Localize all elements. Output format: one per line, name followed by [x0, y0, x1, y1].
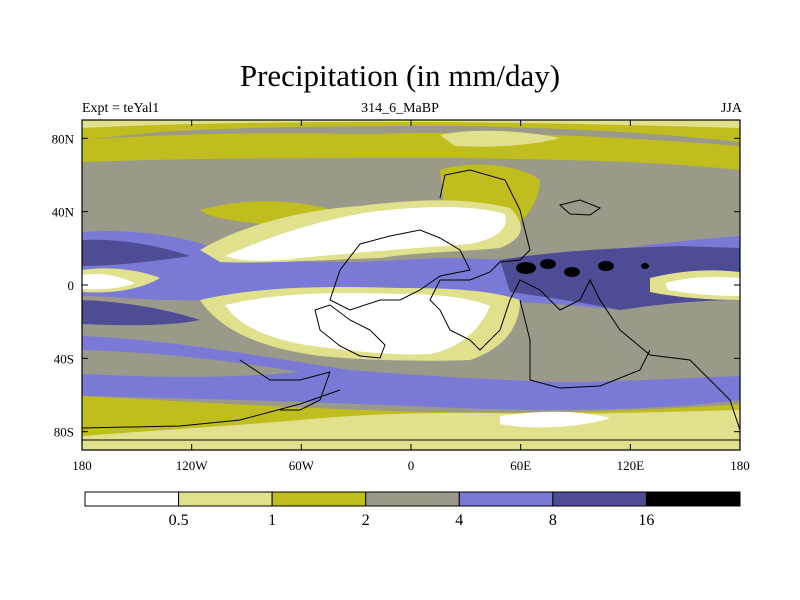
colorbar-label: 0.5	[169, 512, 189, 529]
colorbar: 0.5 1 2 4 8 16	[84, 491, 741, 529]
y-axis: 80N 40N 0 40S 80S	[52, 131, 740, 440]
y-tick-label: 80N	[52, 131, 75, 146]
colorbar-label: 4	[455, 512, 463, 529]
y-tick-label: 80S	[54, 425, 74, 440]
x-tick-label: 180	[72, 458, 92, 473]
x-tick-label: 0	[408, 458, 415, 473]
colorbar-box	[458, 491, 554, 507]
time-label: 314_6_MaBP	[361, 101, 439, 116]
x-tick-label: 120E	[617, 458, 645, 473]
x-tick-label: 60E	[510, 458, 531, 473]
colorbar-box	[552, 491, 647, 507]
experiment-label: Expt = teYal1	[82, 101, 160, 116]
colorbar-box	[645, 491, 741, 507]
colorbar-label: 2	[362, 512, 370, 529]
x-tick-label: 60W	[289, 458, 315, 473]
colorbar-box	[178, 491, 273, 507]
x-tick-label: 120W	[176, 458, 209, 473]
colorbar-box	[271, 491, 367, 507]
colorbar-label: 1	[268, 512, 276, 529]
x-axis: 180 120W 60W 0 60E 120E 180	[72, 120, 750, 473]
colorbar-box	[365, 491, 460, 507]
y-tick-label: 0	[68, 278, 75, 293]
colorbar-label: 8	[549, 512, 557, 529]
precip-field	[82, 120, 740, 450]
x-tick-label: 180	[730, 458, 750, 473]
y-tick-label: 40N	[52, 205, 75, 220]
y-tick-label: 40S	[54, 351, 74, 366]
continent-outlines	[82, 169, 740, 441]
colorbar-box	[84, 491, 180, 507]
chart-title: Precipitation (in mm/day)	[239, 58, 561, 93]
colorbar-label: 16	[638, 512, 654, 529]
season-label: JJA	[720, 101, 742, 116]
